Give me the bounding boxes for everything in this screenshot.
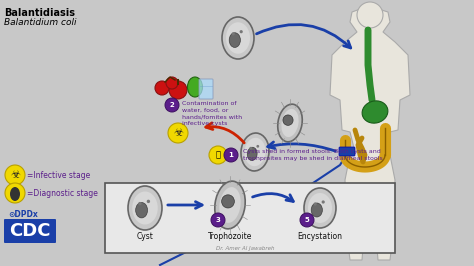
Circle shape <box>357 2 383 28</box>
Text: ☣: ☣ <box>173 128 183 138</box>
Ellipse shape <box>215 181 245 229</box>
Ellipse shape <box>311 203 322 217</box>
Circle shape <box>300 213 314 227</box>
Circle shape <box>165 98 179 112</box>
Text: 1: 1 <box>228 152 233 158</box>
Text: Dr. Amer Al Jawabreh: Dr. Amer Al Jawabreh <box>216 246 274 251</box>
Ellipse shape <box>219 187 241 223</box>
Circle shape <box>155 81 169 95</box>
Text: 3: 3 <box>216 217 220 223</box>
Ellipse shape <box>247 147 257 161</box>
Ellipse shape <box>10 187 20 201</box>
Text: Encystation: Encystation <box>298 232 343 241</box>
Text: 5: 5 <box>305 217 310 223</box>
Text: =Infective stage: =Infective stage <box>27 171 90 180</box>
Ellipse shape <box>241 133 269 171</box>
Circle shape <box>168 123 188 143</box>
Ellipse shape <box>245 138 265 166</box>
Circle shape <box>5 183 25 203</box>
FancyBboxPatch shape <box>199 79 213 99</box>
Circle shape <box>239 30 243 33</box>
Circle shape <box>224 148 238 162</box>
Circle shape <box>249 147 252 149</box>
Circle shape <box>256 145 259 148</box>
FancyBboxPatch shape <box>4 219 56 243</box>
Text: Cysts shed in formed stools. Both cysts and
trophproites may be shed in diarrhea: Cysts shed in formed stools. Both cysts … <box>243 149 383 161</box>
Circle shape <box>321 200 325 203</box>
Ellipse shape <box>136 202 147 218</box>
Ellipse shape <box>188 77 202 97</box>
Ellipse shape <box>282 109 299 137</box>
Ellipse shape <box>169 81 187 99</box>
Text: ⊙DPDx: ⊙DPDx <box>8 210 38 219</box>
Text: 2: 2 <box>170 102 174 108</box>
Ellipse shape <box>128 186 162 230</box>
Text: Cyst: Cyst <box>137 232 154 241</box>
Text: =Diagnostic stage: =Diagnostic stage <box>27 189 98 197</box>
Circle shape <box>211 213 225 227</box>
Text: ☣: ☣ <box>10 170 20 180</box>
Circle shape <box>146 200 150 203</box>
Ellipse shape <box>229 33 240 47</box>
Text: Balantidiasis: Balantidiasis <box>4 8 75 18</box>
Polygon shape <box>330 8 410 260</box>
Ellipse shape <box>308 193 332 223</box>
Text: Balantidium coli: Balantidium coli <box>4 18 76 27</box>
Ellipse shape <box>222 17 254 59</box>
Circle shape <box>209 146 227 164</box>
FancyBboxPatch shape <box>105 183 395 253</box>
Ellipse shape <box>226 22 250 54</box>
Text: CDC: CDC <box>9 222 51 240</box>
Ellipse shape <box>362 101 388 123</box>
Circle shape <box>314 202 317 206</box>
Circle shape <box>5 165 25 185</box>
Circle shape <box>232 32 235 35</box>
Ellipse shape <box>278 104 302 142</box>
Ellipse shape <box>283 115 293 125</box>
Ellipse shape <box>132 192 158 225</box>
Text: Trophozoite: Trophozoite <box>208 232 252 241</box>
Text: 🐟: 🐟 <box>216 151 220 160</box>
Circle shape <box>138 202 142 205</box>
Ellipse shape <box>222 195 234 208</box>
FancyBboxPatch shape <box>339 147 355 156</box>
Text: Contamination of
water, food, or
hands/fomites with
infective cysts: Contamination of water, food, or hands/f… <box>182 101 242 126</box>
Ellipse shape <box>304 188 336 228</box>
Circle shape <box>166 77 178 89</box>
